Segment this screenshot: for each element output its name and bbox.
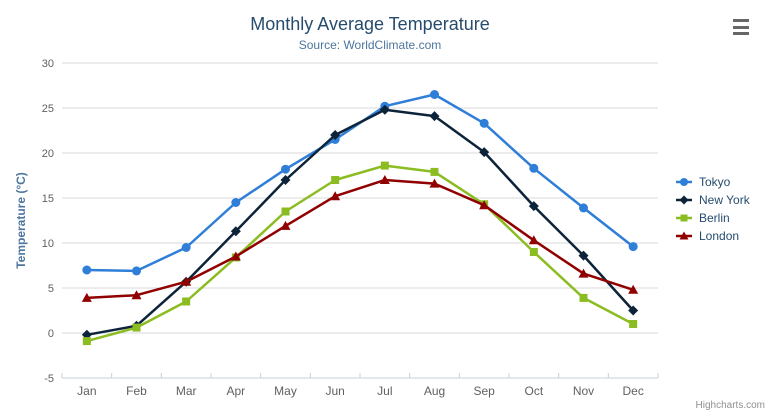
x-axis-label: Sep: [473, 384, 495, 398]
square-marker-icon: [676, 214, 692, 222]
x-axis-label: May: [274, 384, 297, 398]
series-line: [85, 93, 635, 273]
diamond-marker-icon: [676, 195, 692, 205]
legend: Tokyo New York Berlin London: [676, 173, 750, 245]
x-axis-label: Dec: [622, 384, 643, 398]
x-axis-label: Jan: [77, 384, 96, 398]
y-axis-label: 10: [42, 238, 54, 250]
credits-link[interactable]: Highcharts.com: [695, 400, 765, 411]
x-axis-label: Mar: [176, 384, 197, 398]
hamburger-menu-icon: [733, 32, 749, 35]
y-axis-label: 5: [48, 283, 54, 295]
legend-item-london[interactable]: London: [676, 227, 750, 245]
hamburger-menu-icon: [733, 25, 749, 29]
y-axis-label: 20: [42, 148, 54, 160]
y-axis-label: -5: [44, 373, 54, 385]
y-axis-label: 25: [42, 103, 54, 115]
y-axis-label: 30: [42, 58, 54, 70]
legend-item-new-york[interactable]: New York: [676, 191, 750, 209]
x-axis-label: Feb: [126, 384, 147, 398]
x-axis-label: Nov: [573, 384, 594, 398]
x-axis-label: Oct: [524, 384, 543, 398]
series-line: [85, 178, 635, 300]
x-axis-label: Jun: [325, 384, 344, 398]
series-line: [85, 164, 635, 343]
legend-item-tokyo[interactable]: Tokyo: [676, 173, 750, 191]
y-axis-title: Temperature (°C): [14, 172, 28, 269]
export-menu-button[interactable]: [733, 19, 751, 35]
hamburger-menu-icon: [733, 19, 749, 22]
circle-marker-icon: [676, 178, 692, 186]
y-axis-label: 15: [42, 193, 54, 205]
legend-item-label: London: [699, 229, 740, 243]
y-axis-label: 0: [48, 328, 54, 340]
series-tokyo: [82, 90, 638, 276]
x-axis-label: Aug: [424, 384, 445, 398]
series-london: [81, 175, 639, 302]
triangle-marker-icon: [676, 231, 692, 240]
legend-item-label: Tokyo: [699, 175, 731, 189]
legend-item-berlin[interactable]: Berlin: [676, 209, 750, 227]
series-line: [85, 108, 635, 337]
legend-item-label: Berlin: [699, 211, 730, 225]
series-new-york: [81, 104, 639, 340]
legend-item-label: New York: [699, 193, 750, 207]
x-axis-label: Jul: [377, 384, 392, 398]
x-axis-label: Apr: [226, 384, 245, 398]
